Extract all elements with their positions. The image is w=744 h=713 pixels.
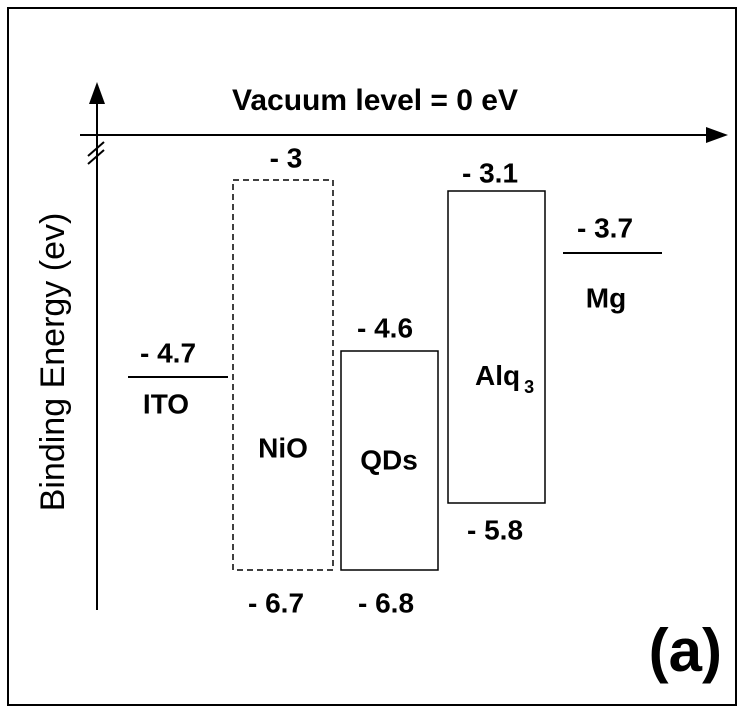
panel-label: (a) (649, 617, 722, 684)
y-axis-label: Binding Energy (ev) (34, 213, 72, 512)
level-label: - 6.8 (358, 587, 414, 618)
nio-box (232, 179, 334, 571)
level-label: - 3.7 (577, 212, 633, 243)
level-label: - 3.1 (462, 157, 518, 188)
axis-break (87, 141, 105, 157)
x-arrow (706, 127, 728, 143)
level-label: - 3 (270, 142, 303, 173)
level-label: - 4.6 (357, 312, 413, 343)
qds-box (340, 350, 439, 571)
level-label: - 4.7 (140, 337, 196, 368)
material-label: Mg (586, 282, 626, 313)
frame (7, 7, 737, 706)
level-label: - 6.7 (248, 587, 304, 618)
title: Vacuum level = 0 eV (232, 84, 518, 117)
level-label: - 5.8 (467, 514, 523, 545)
alq3-box (447, 190, 546, 504)
material-label: NiO (258, 432, 308, 463)
axis-break (87, 149, 105, 165)
material-label: ITO (143, 388, 189, 419)
material-subscript: 3 (524, 377, 534, 397)
material-label: Alq 3 (475, 360, 534, 396)
y-arrow (89, 82, 105, 104)
material-name: Alq (475, 360, 520, 391)
material-label: QDs (360, 444, 418, 475)
